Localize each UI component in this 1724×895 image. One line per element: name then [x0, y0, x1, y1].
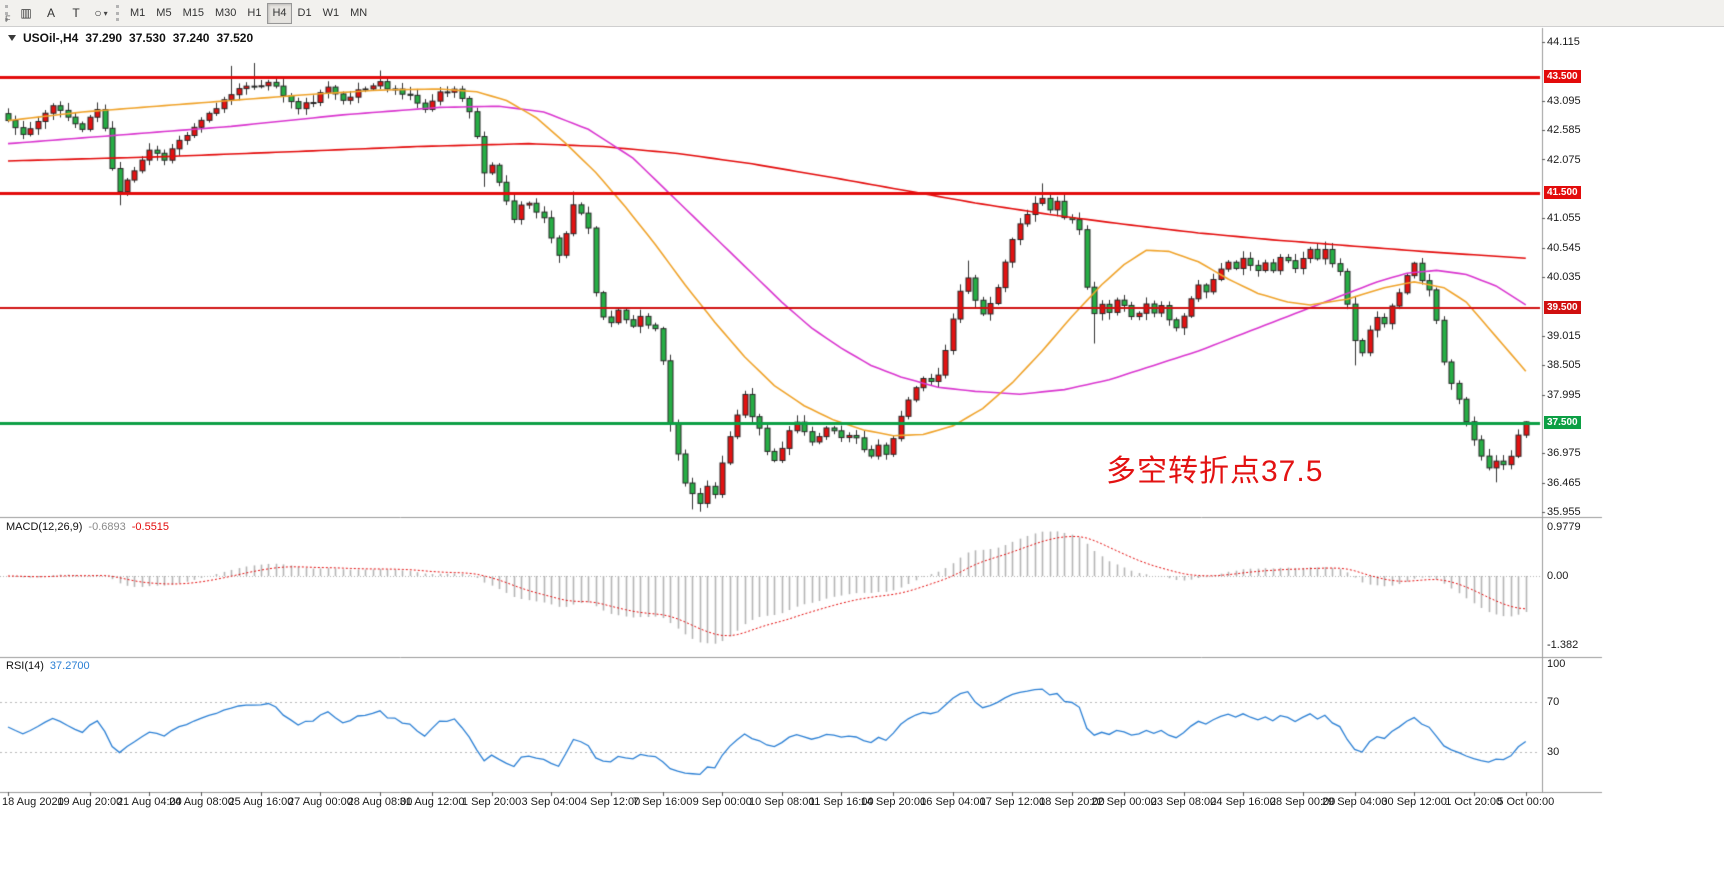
price-tick-label: 41.055: [1547, 212, 1581, 225]
price-tick-label: 36.465: [1547, 476, 1581, 489]
timeframe-m5-button[interactable]: M5: [151, 3, 176, 24]
price-tick-label: 43.095: [1547, 94, 1581, 107]
time-axis-label: 22 Sep 00:00: [1091, 796, 1157, 808]
time-axis-label: 21 Aug 04:00: [116, 796, 182, 808]
price-tick-label: 42.585: [1547, 124, 1581, 137]
time-axis-label: 24 Aug 08:00: [169, 796, 234, 808]
text-label-tool-button[interactable]: T: [64, 3, 88, 24]
toolbar: F ▥ A T ○ ▾ M1 M5 M15 M30 H1 H4 D1 W1 MN: [0, 0, 1724, 27]
time-axis-label: 3 Sep 04:00: [521, 796, 581, 808]
symbol-period-label: USOil-,H4: [23, 31, 79, 45]
timeframe-toolbar-drag-handle[interactable]: [116, 5, 120, 21]
timeframe-h1-button[interactable]: H1: [242, 3, 266, 24]
time-axis-label: 27 Aug 00:00: [288, 796, 353, 808]
price-tick-label: 42.075: [1547, 153, 1581, 166]
ohlc-open: 37.290: [85, 31, 123, 45]
time-axis-label: 1 Sep 20:00: [461, 796, 522, 808]
time-axis-label: 28 Aug 08:00: [347, 796, 413, 808]
time-axis-label: 16 Sep 04:00: [920, 796, 986, 808]
hline-price-tag: 37.500: [1544, 416, 1581, 429]
time-axis[interactable]: 18 Aug 2020 19 Aug 20:00 21 Aug 04:00 24 Au…: [0, 794, 1554, 810]
rsi-scale-label: 70: [1547, 695, 1560, 708]
dropdown-caret-icon: ▾: [103, 8, 108, 18]
time-axis-label: 18 Aug 2020: [2, 796, 64, 808]
timeframe-h4-button[interactable]: H4: [267, 2, 292, 24]
time-axis-label: 30 Sep 12:00: [1381, 796, 1447, 808]
macd-scale-label: -1.382: [1547, 639, 1579, 652]
hline-price-tag: 41.500: [1544, 185, 1581, 199]
symbol-info: USOil-,H4 37.290 37.530 37.240 37.520: [8, 31, 253, 45]
time-axis-label: 18 Sep 20:00: [1039, 796, 1105, 808]
time-axis-label: 11 Sep 16:00: [808, 796, 874, 808]
ohlc-close: 37.520: [216, 31, 254, 45]
time-axis-label: 29 Sep 04:00: [1321, 796, 1388, 808]
time-axis-label: 31 Aug 12:00: [399, 796, 465, 808]
macd-name: MACD(12,26,9): [6, 521, 83, 533]
price-tick-label: 36.975: [1547, 447, 1581, 460]
timeframe-w1-button[interactable]: W1: [318, 3, 345, 24]
price-tick-label: 35.955: [1547, 506, 1581, 518]
text-tool-button[interactable]: A: [39, 3, 63, 24]
toolbar-f-label: F: [5, 14, 11, 24]
price-tick-label: 40.545: [1547, 241, 1581, 254]
time-axis-label: 23 Sep 08:00: [1150, 796, 1217, 808]
macd-value-main: -0.6893: [88, 521, 126, 533]
timeframe-m30-button[interactable]: M30: [210, 3, 241, 24]
price-scale[interactable]: 44.115 43.095 42.585 42.075 41.055 40.545 40.0…: [1544, 28, 1604, 812]
price-tick-label: 40.035: [1547, 271, 1581, 283]
one-click-trading-arrow-icon[interactable]: [8, 35, 16, 41]
line-studies-toolbar: ▥ A T ○ ▾: [14, 3, 113, 24]
price-tick-label: 44.115: [1547, 36, 1580, 48]
rsi-name: RSI(14): [6, 660, 44, 672]
timeframe-m15-button[interactable]: M15: [178, 3, 209, 24]
rsi-scale-label: 100: [1547, 658, 1566, 670]
ohlc-high: 37.530: [129, 31, 166, 45]
time-axis-label: 14 Sep 20:00: [860, 796, 927, 808]
time-axis-label: 24 Sep 16:00: [1210, 796, 1276, 808]
chart-annotation-text[interactable]: 多空转折点37.5: [1106, 455, 1324, 488]
time-axis-label: 7 Sep 16:00: [633, 796, 693, 808]
timeframe-mn-button[interactable]: MN: [345, 3, 372, 24]
macd-scale-label: 0.00: [1547, 570, 1569, 582]
price-tick-label: 38.505: [1547, 359, 1581, 372]
macd-indicator-label: MACD(12,26,9) -0.6893 -0.5515: [6, 521, 169, 533]
hline-price-tag: 43.500: [1544, 70, 1581, 84]
macd-scale-label: 0.9779: [1547, 521, 1581, 534]
hline-price-tag: 39.500: [1544, 300, 1581, 314]
chart-window-tool-button[interactable]: ▥: [14, 3, 38, 24]
timeframe-m1-button[interactable]: M1: [125, 3, 150, 24]
price-tick-label: 39.015: [1547, 329, 1581, 342]
macd-value-signal: -0.5515: [131, 521, 170, 533]
shapes-tool-button[interactable]: ○ ▾: [89, 3, 113, 24]
time-axis-label: 4 Sep 12:00: [580, 796, 641, 808]
rsi-indicator-label: RSI(14) 37.2700: [6, 660, 90, 672]
time-axis-label: 25 Aug 16:00: [228, 796, 294, 808]
time-axis-label: 17 Sep 12:00: [979, 796, 1046, 808]
price-tick-label: 37.995: [1547, 388, 1581, 401]
timeframe-d1-button[interactable]: D1: [293, 3, 317, 24]
ohlc-low: 37.240: [172, 31, 210, 45]
rsi-scale-label: 30: [1547, 746, 1560, 759]
time-axis-label: 10 Sep 08:00: [749, 796, 815, 808]
time-axis-label: 9 Sep 00:00: [692, 796, 752, 808]
time-axis-label: 28 Sep 00:00: [1269, 796, 1336, 808]
time-axis-label: 1 Oct 20:00: [1445, 796, 1503, 808]
timeframes-toolbar: M1 M5 M15 M30 H1 H4 D1 W1 MN: [125, 2, 372, 24]
time-axis-label: 5 Oct 00:00: [1497, 796, 1555, 808]
rsi-value: 37.2700: [49, 660, 90, 672]
toolbar-drag-handle[interactable]: [5, 5, 9, 21]
time-axis-label: 19 Aug 20:00: [57, 796, 123, 808]
